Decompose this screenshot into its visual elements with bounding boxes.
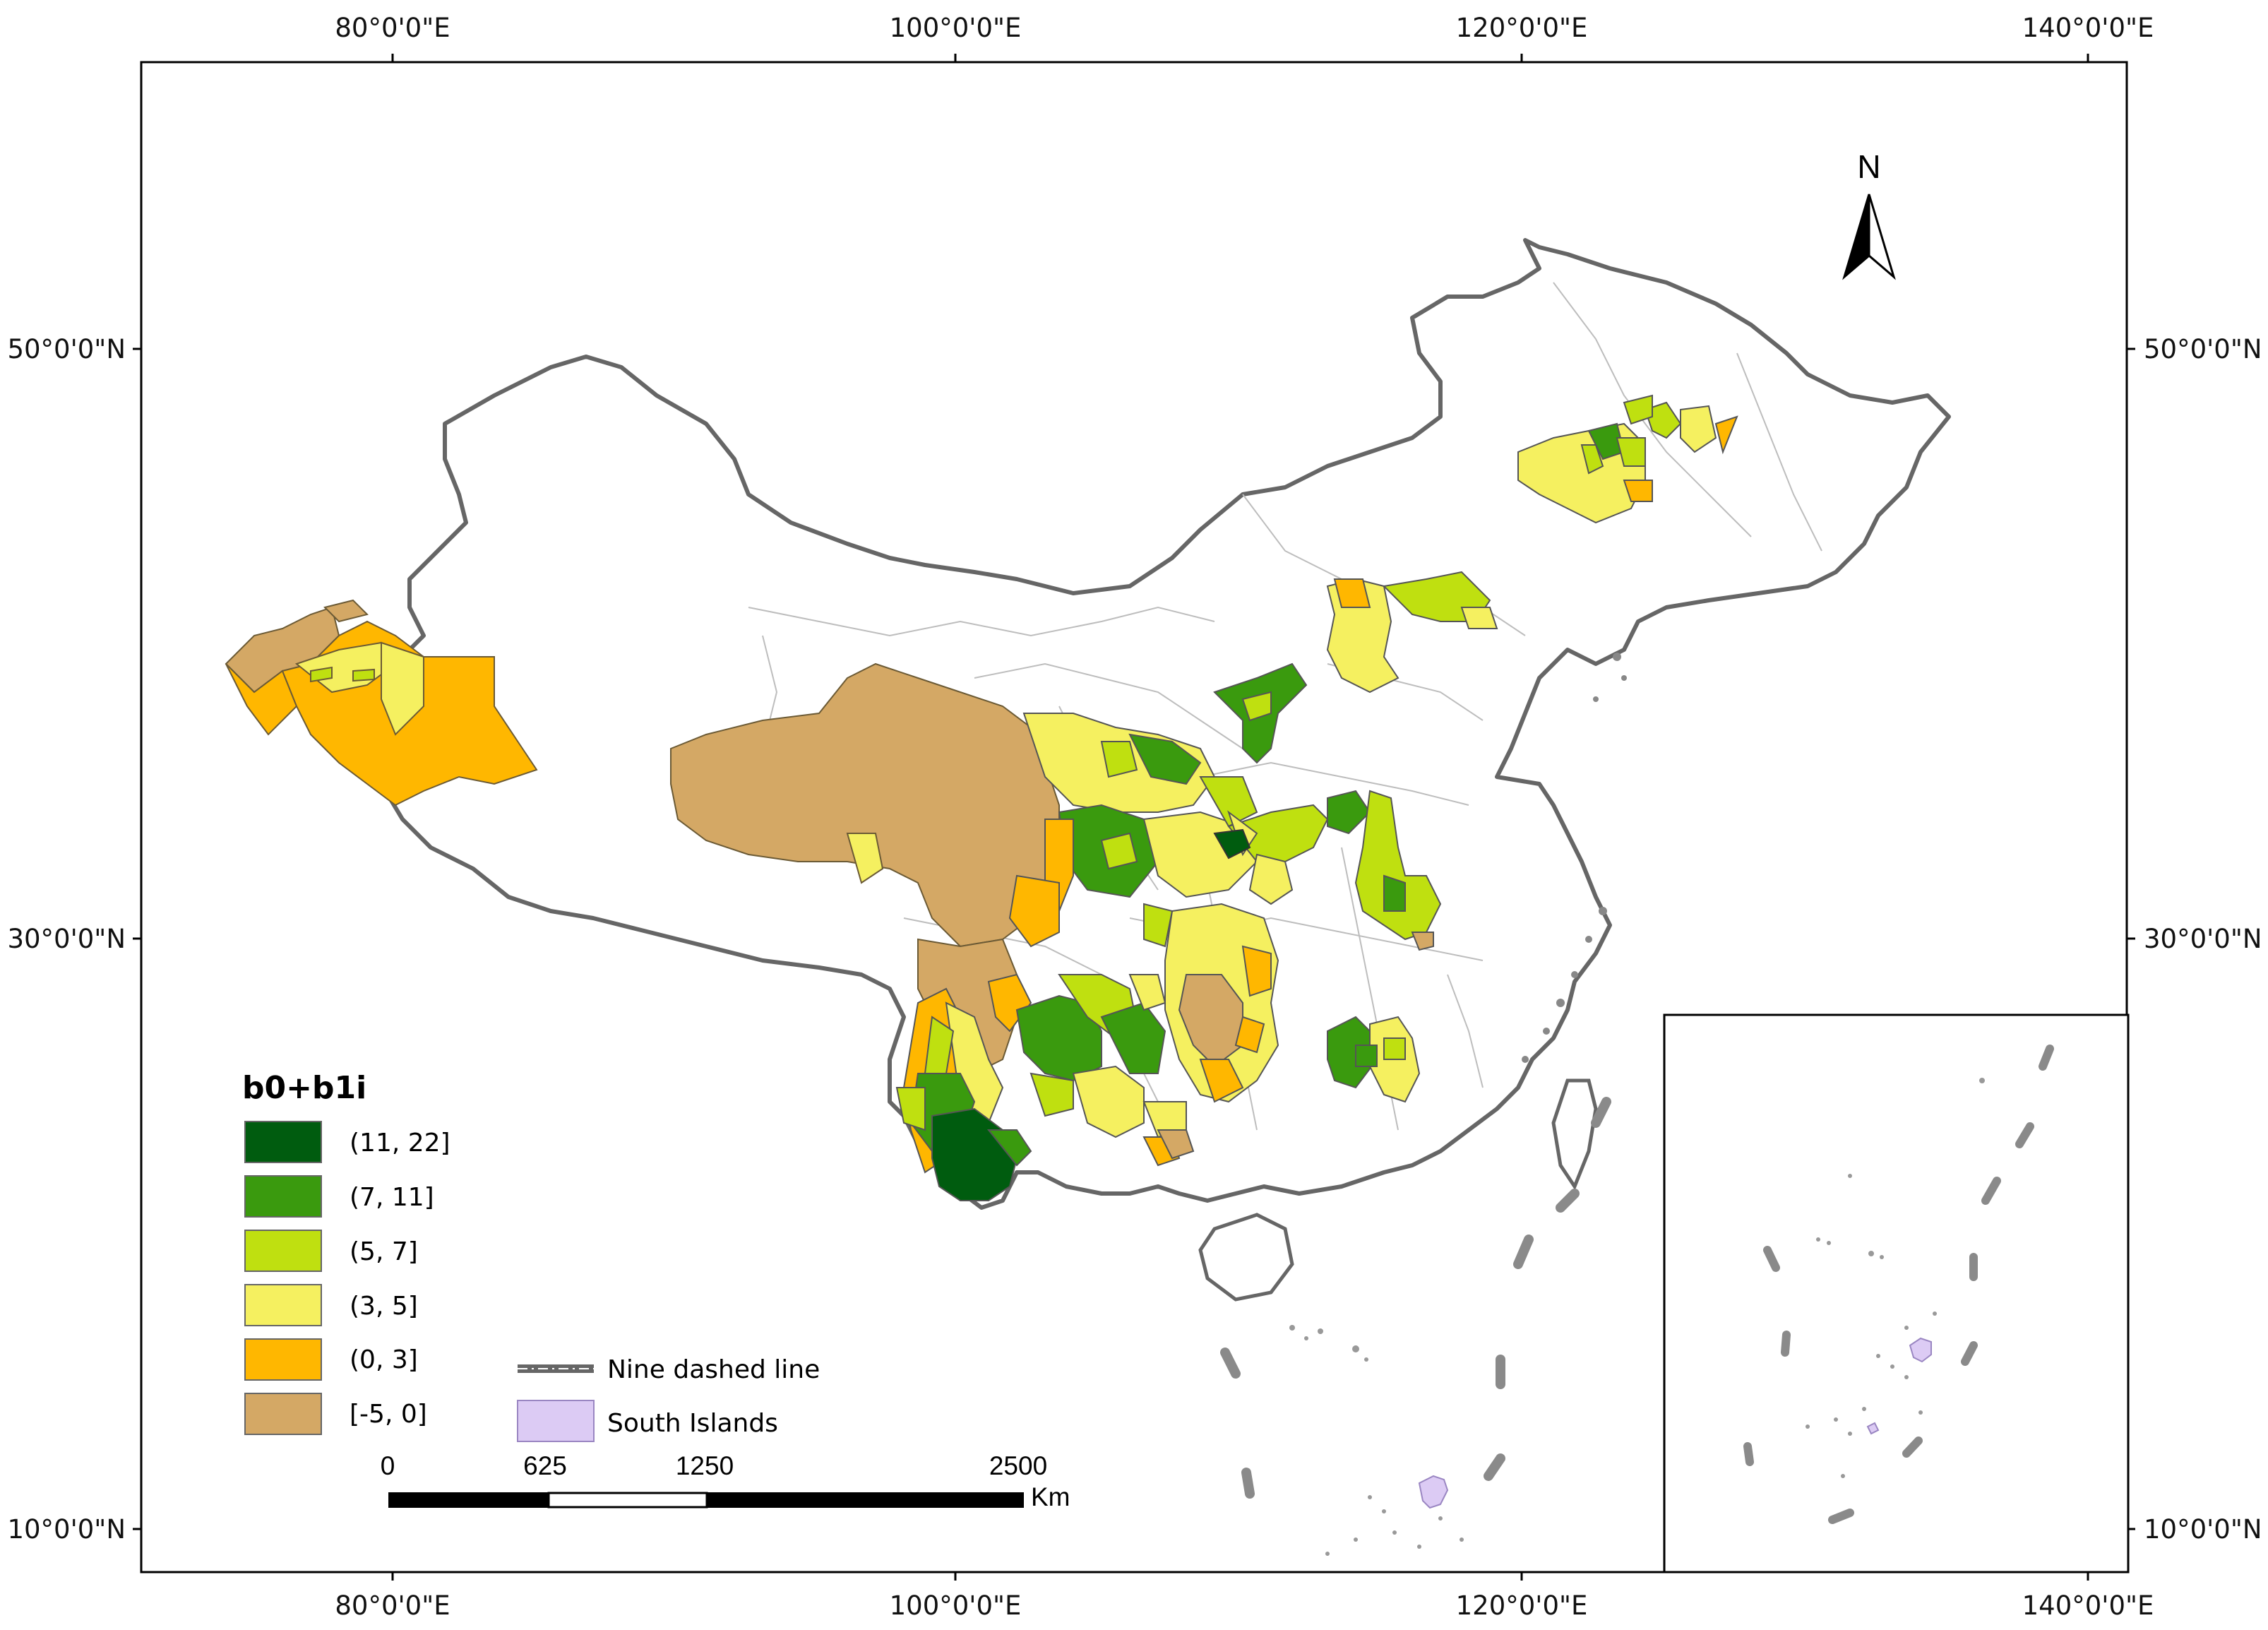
region-southwest [895,973,1195,1201]
south-islands-legend-swatch [517,1400,595,1442]
lat-label-left-10: 10°0'0"N [7,1514,126,1545]
legend-label-1: (11, 22] [350,1129,450,1158]
legend-label-4: (3, 5] [350,1292,418,1321]
south-islands-inset [1909,1337,1932,1363]
lon-label-bottom-100: 100°0'0"E [890,1590,1022,1621]
legend-swatch-5 [244,1338,322,1381]
lon-label-top-80: 80°0'0"E [335,13,450,43]
scale-label-1250: 1250 [676,1451,734,1480]
lon-label-top-120: 120°0'0"E [1456,13,1588,43]
lat-label-right-50: 50°0'0"N [2144,334,2262,364]
legend-swatch-2 [244,1175,322,1218]
taiwan-island [1551,1078,1598,1191]
lat-label-right-30: 30°0'0"N [2144,924,2262,954]
inset-frame [1663,1013,2130,1574]
lat-label-left-30: 30°0'0"N [7,924,126,954]
legend: b0+b1i (11, 22] (7, 11] (5, 7] (3, 5] (0… [242,1070,450,1435]
scale-label-2500: 2500 [989,1451,1047,1480]
lat-label-right-10: 10°0'0"N [2144,1514,2262,1545]
legend-swatch-6 [244,1393,322,1435]
region-xinjiang-west [225,599,538,807]
region-anhui [1354,790,1442,951]
region-hubei-hunan [1143,903,1279,1103]
scale-label-625: 625 [523,1451,567,1480]
lon-label-top-100: 100°0'0"E [890,13,1022,43]
region-guangdong [1327,1016,1421,1103]
legend-label-3: (5, 7] [350,1237,418,1266]
legend-title: b0+b1i [242,1070,366,1106]
coastline-islands [1522,653,1627,1063]
region-northeast [1517,394,1738,524]
legend-label-5: (0, 3] [350,1345,418,1374]
scale-seg-3 [706,1492,1024,1508]
region-sichuan-gansu [1008,713,1258,948]
region-shanxi-hebei [1213,571,1498,764]
scale-label-0: 0 [381,1451,395,1480]
legend-swatch-3 [244,1230,322,1272]
south-sea-islands-main [1289,1325,1464,1556]
legend-swatch-4 [244,1284,322,1326]
south-islands-main [1418,1475,1449,1509]
nine-dash-legend-label: Nine dashed line [607,1355,820,1384]
region-central-darkgreen [1213,828,1251,859]
lon-label-bottom-140: 140°0'0"E [2022,1590,2154,1621]
north-arrow: N [1842,148,1896,280]
nine-dash-line-main [1220,1097,1611,1499]
lon-label-bottom-120: 120°0'0"E [1456,1590,1588,1621]
lon-label-bottom-80: 80°0'0"E [335,1590,450,1621]
scale-seg-2 [547,1492,708,1509]
scale-seg-1 [388,1492,549,1508]
lon-label-top-140: 140°0'0"E [2022,13,2154,43]
hainan-island [1198,1213,1294,1302]
north-arrow-label: N [1857,148,1880,185]
legend-label-6: [-5, 0] [350,1400,427,1429]
nine-dash-line-inset [1743,1045,2054,1524]
south-islands-inset-small [1866,1422,1880,1435]
scale-unit: Km [1031,1482,1070,1511]
legend-label-2: (7, 11] [350,1183,434,1212]
scale-bar: 0 625 1250 2500 Km [381,1451,1070,1511]
legend-swatch-1 [244,1121,322,1163]
south-islands-legend-label: South Islands [607,1409,778,1438]
lat-label-left-50: 50°0'0"N [7,334,126,364]
extra-legend: Nine dashed line South Islands [517,1355,820,1442]
south-sea-islands-inset [1806,1078,1985,1478]
